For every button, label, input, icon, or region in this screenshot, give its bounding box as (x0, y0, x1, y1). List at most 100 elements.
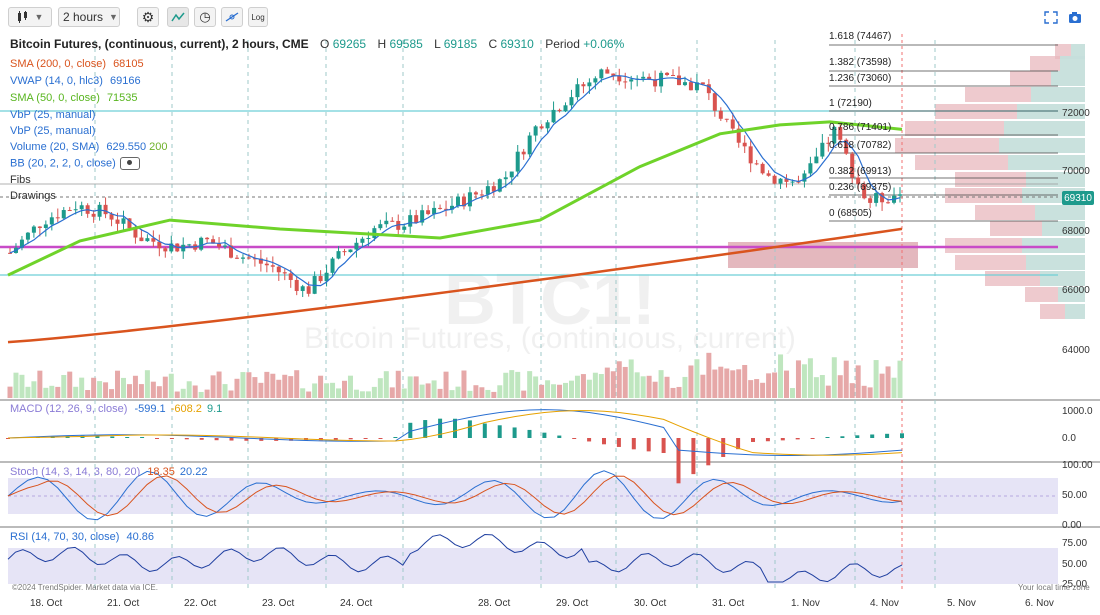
volume-bar (109, 389, 115, 398)
legend-rsi[interactable]: RSI (14, 70, 30, close) 40.86 (10, 531, 154, 543)
fib-label: 0.786 (71401) (829, 122, 892, 133)
candle-body (766, 173, 771, 176)
clock-icon: ◷ (199, 9, 211, 24)
legend-bb-label: BB (20, 2, 2, 0, close) (10, 157, 116, 170)
candle-body (467, 192, 472, 207)
candle-body (450, 205, 455, 210)
eye-icon[interactable] (119, 157, 140, 170)
price-tick: 64000 (1062, 345, 1090, 356)
rsi-panel (7, 534, 903, 583)
candle-body (748, 146, 753, 164)
legend-volume-value: 629.550 (106, 141, 147, 153)
stoch-tick: 100.00 (1062, 460, 1093, 471)
legend-vbp-1[interactable]: VbP (25, manual) (10, 109, 95, 121)
legend-vbp-2[interactable]: VbP (25, manual) (10, 125, 95, 137)
macd-histogram-bar (169, 438, 174, 439)
fullscreen-button[interactable] (1044, 11, 1058, 24)
candle-body (569, 97, 574, 106)
legend-vwap[interactable]: VWAP (14, 0, hlc3) 69166 (10, 75, 141, 87)
candle-body (414, 215, 419, 223)
volume-bar (150, 381, 156, 398)
legend-stoch[interactable]: Stoch (14, 3, 14, 3, 80, 20) 18.35 20.22 (10, 466, 207, 478)
candle-body (348, 249, 353, 253)
candle-body (671, 75, 676, 77)
candle-body (240, 257, 245, 259)
volume-bar (616, 361, 622, 398)
volume-bar (216, 371, 222, 398)
macd-histogram-bar (289, 438, 294, 441)
price-tick: 66000 (1062, 285, 1090, 296)
volume-bar (204, 389, 210, 398)
fib-label: 0 (68505) (829, 208, 872, 219)
volume-bar (712, 369, 718, 398)
candle-body (856, 177, 861, 185)
volume-bar (837, 375, 843, 398)
legend-sma50-label: SMA (50, 0, close) (10, 92, 100, 104)
candle-body (402, 226, 407, 230)
legend-drawings[interactable]: Drawings (10, 190, 56, 202)
volume-bar (365, 391, 371, 398)
volume-bar (867, 387, 873, 398)
timeframe-selector[interactable]: 2 hours ▼ (58, 7, 120, 27)
volume-bar (574, 375, 580, 398)
macd-histogram-bar (423, 420, 428, 438)
legend-fibs[interactable]: Fibs (10, 174, 31, 186)
chart-style-selector[interactable]: ▼ (8, 7, 52, 27)
candle-body (796, 181, 801, 183)
date-tick: 28. Oct (478, 598, 511, 609)
settings-button[interactable]: ⚙ (137, 7, 159, 27)
volume-bar (294, 370, 300, 398)
legend-macd[interactable]: MACD (12, 26, 9, close) -599.1 -608.2 9.… (10, 403, 222, 415)
macd-histogram-bar (616, 438, 621, 447)
volume-bar (264, 371, 270, 398)
candle-body (760, 163, 765, 174)
legend-sma200[interactable]: SMA (200, 0, close) 68105 (10, 58, 144, 70)
log-scale-button[interactable]: Log (248, 7, 268, 27)
volume-bar (557, 384, 563, 398)
candle-body (557, 109, 562, 112)
date-tick: 1. Nov (791, 598, 820, 609)
drawing-tools-button[interactable] (221, 7, 243, 27)
macd-histogram-bar (631, 438, 636, 450)
volume-bar (312, 383, 318, 398)
volume-bar (162, 376, 168, 398)
candles (8, 66, 902, 298)
price-tick: 70000 (1062, 166, 1090, 177)
volume-bar (461, 370, 467, 398)
candle-body (880, 193, 885, 203)
macd-panel (6, 409, 904, 484)
volume-profile-bar (1008, 155, 1085, 170)
date-tick: 18. Oct (30, 598, 63, 609)
volume-profile-bar (1060, 56, 1085, 71)
volume-bar (132, 375, 138, 398)
volume-bar (760, 382, 766, 398)
stoch-tick: 50.00 (1062, 490, 1088, 501)
candle-body (19, 239, 24, 248)
candle-body (300, 286, 305, 291)
candle-body (270, 265, 275, 267)
volume-bar (413, 376, 419, 398)
candle-body (718, 110, 723, 119)
legend-volume[interactable]: Volume (20, SMA) 629.550 200 (10, 141, 168, 153)
snapshot-button[interactable] (1068, 11, 1082, 24)
stoch-k-line (7, 470, 903, 521)
replay-button[interactable]: ◷ (194, 7, 216, 27)
candle-body (491, 186, 496, 192)
volume-bar (634, 372, 640, 398)
volume-profile-bar (999, 138, 1085, 153)
legend-bb[interactable]: BB (20, 2, 2, 0, close) (10, 157, 140, 170)
candle-body (360, 238, 365, 243)
legend-sma50[interactable]: SMA (50, 0, close) 71535 (10, 92, 138, 104)
macd-histogram-bar (244, 438, 249, 441)
indicators-button[interactable] (167, 7, 189, 27)
volume-bar (407, 376, 413, 398)
candle-body (850, 153, 855, 178)
candle-body (509, 171, 514, 178)
candle-body (886, 202, 891, 204)
volume-bar (778, 354, 784, 398)
volume-bar (371, 386, 377, 398)
volume-profile-bar (1022, 238, 1085, 253)
volume-bar (610, 371, 616, 398)
volume-bar (855, 365, 861, 398)
chart-canvas[interactable]: BTC1! Bitcoin Futures, (continuous, curr… (0, 34, 1100, 615)
